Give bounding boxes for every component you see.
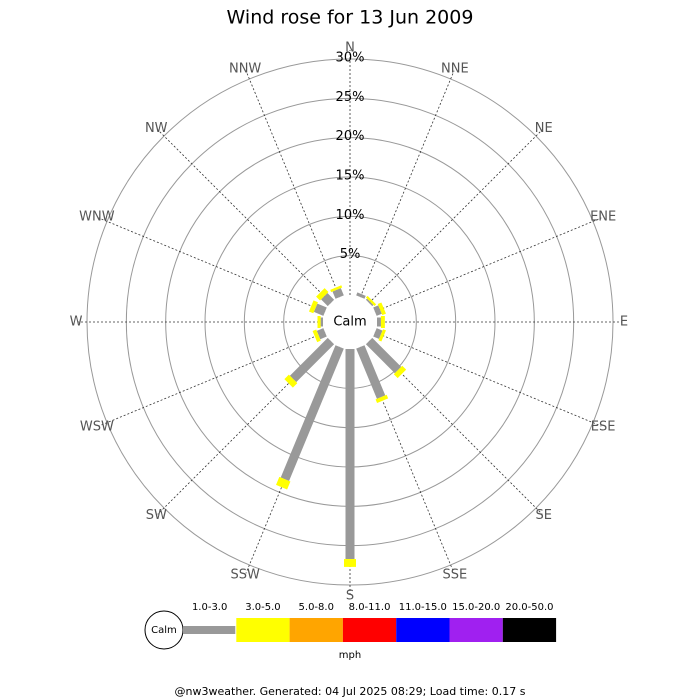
- legend-label: 3.0-5.0: [245, 602, 280, 613]
- ring-label: 20%: [336, 129, 365, 144]
- legend-label: 8.0-11.0: [349, 602, 391, 613]
- direction-label: S: [346, 589, 354, 604]
- ring-label: 25%: [336, 90, 365, 105]
- direction-label: SW: [146, 508, 167, 523]
- bar-segment: [373, 328, 383, 339]
- direction-label: E: [620, 315, 628, 330]
- bar-segment: [280, 345, 344, 481]
- bar-segment: [375, 394, 389, 404]
- bar-segment: [356, 345, 386, 399]
- legend-swatch: [236, 618, 290, 642]
- legend-swatch: [502, 618, 557, 642]
- legend-swatch: [183, 626, 236, 634]
- ring-label: 10%: [336, 208, 365, 223]
- spoke: [98, 331, 326, 427]
- direction-label: ENE: [590, 210, 616, 225]
- direction-label: NNE: [441, 61, 469, 76]
- spoke: [374, 217, 602, 313]
- legend-label: 11.0-15.0: [399, 602, 447, 613]
- unit-label: mph: [339, 650, 361, 661]
- ring-label: 30%: [336, 51, 365, 66]
- bar-segment: [365, 295, 377, 307]
- legend-swatch: [342, 618, 397, 642]
- bar-segment: [316, 328, 327, 340]
- spoke: [374, 331, 602, 427]
- direction-label: SSW: [230, 568, 260, 583]
- legend-swatch: [396, 618, 450, 642]
- legend-label: 1.0-3.0: [192, 602, 227, 613]
- direction-label: N: [345, 41, 355, 56]
- direction-label: NNW: [229, 61, 261, 76]
- direction-label: SSE: [442, 568, 467, 583]
- direction-label: NW: [145, 121, 168, 136]
- bar-segment: [330, 285, 343, 293]
- direction-label: WSW: [80, 419, 114, 434]
- bar-segment: [289, 337, 335, 383]
- calm-label: Calm: [333, 315, 366, 330]
- bar-segment: [313, 303, 327, 316]
- spoke: [98, 217, 326, 313]
- bar-segment: [393, 365, 407, 379]
- bar-segment: [276, 476, 291, 490]
- direction-label: W: [70, 315, 83, 330]
- bar-segment: [308, 300, 318, 314]
- ring-label: 5%: [340, 247, 361, 262]
- bar-segment: [321, 293, 335, 307]
- bar-segment: [377, 302, 386, 316]
- legend-label: 15.0-20.0: [452, 602, 500, 613]
- direction-label: NE: [535, 121, 553, 136]
- legend-label: 5.0-8.0: [299, 602, 334, 613]
- direction-label: ESE: [591, 419, 616, 434]
- footer: @nw3weather. Generated: 04 Jul 2025 08:2…: [175, 685, 526, 698]
- bar-segment: [365, 298, 374, 307]
- chart-title: Wind rose for 13 Jun 2009: [227, 7, 474, 29]
- bar-segment: [332, 288, 344, 299]
- calm-circle: [325, 297, 375, 347]
- legend-swatch: [449, 618, 503, 642]
- legend-label: 20.0-50.0: [505, 602, 553, 613]
- bar-segment: [284, 374, 298, 388]
- bar-segment: [378, 329, 386, 342]
- legend-swatch: [289, 618, 343, 642]
- ring-label: 15%: [336, 169, 365, 184]
- legend-calm-label: Calm: [151, 625, 177, 636]
- spoke: [245, 70, 341, 298]
- bar-segment: [312, 329, 321, 343]
- bar-segment: [316, 288, 329, 301]
- direction-label: SE: [536, 508, 552, 523]
- spoke: [359, 70, 455, 298]
- spoke: [368, 129, 543, 304]
- bar-segment: [373, 305, 382, 316]
- direction-label: WNW: [79, 210, 115, 225]
- spoke: [157, 129, 332, 304]
- bar-segment: [365, 337, 402, 374]
- bar-segment: [356, 292, 366, 299]
